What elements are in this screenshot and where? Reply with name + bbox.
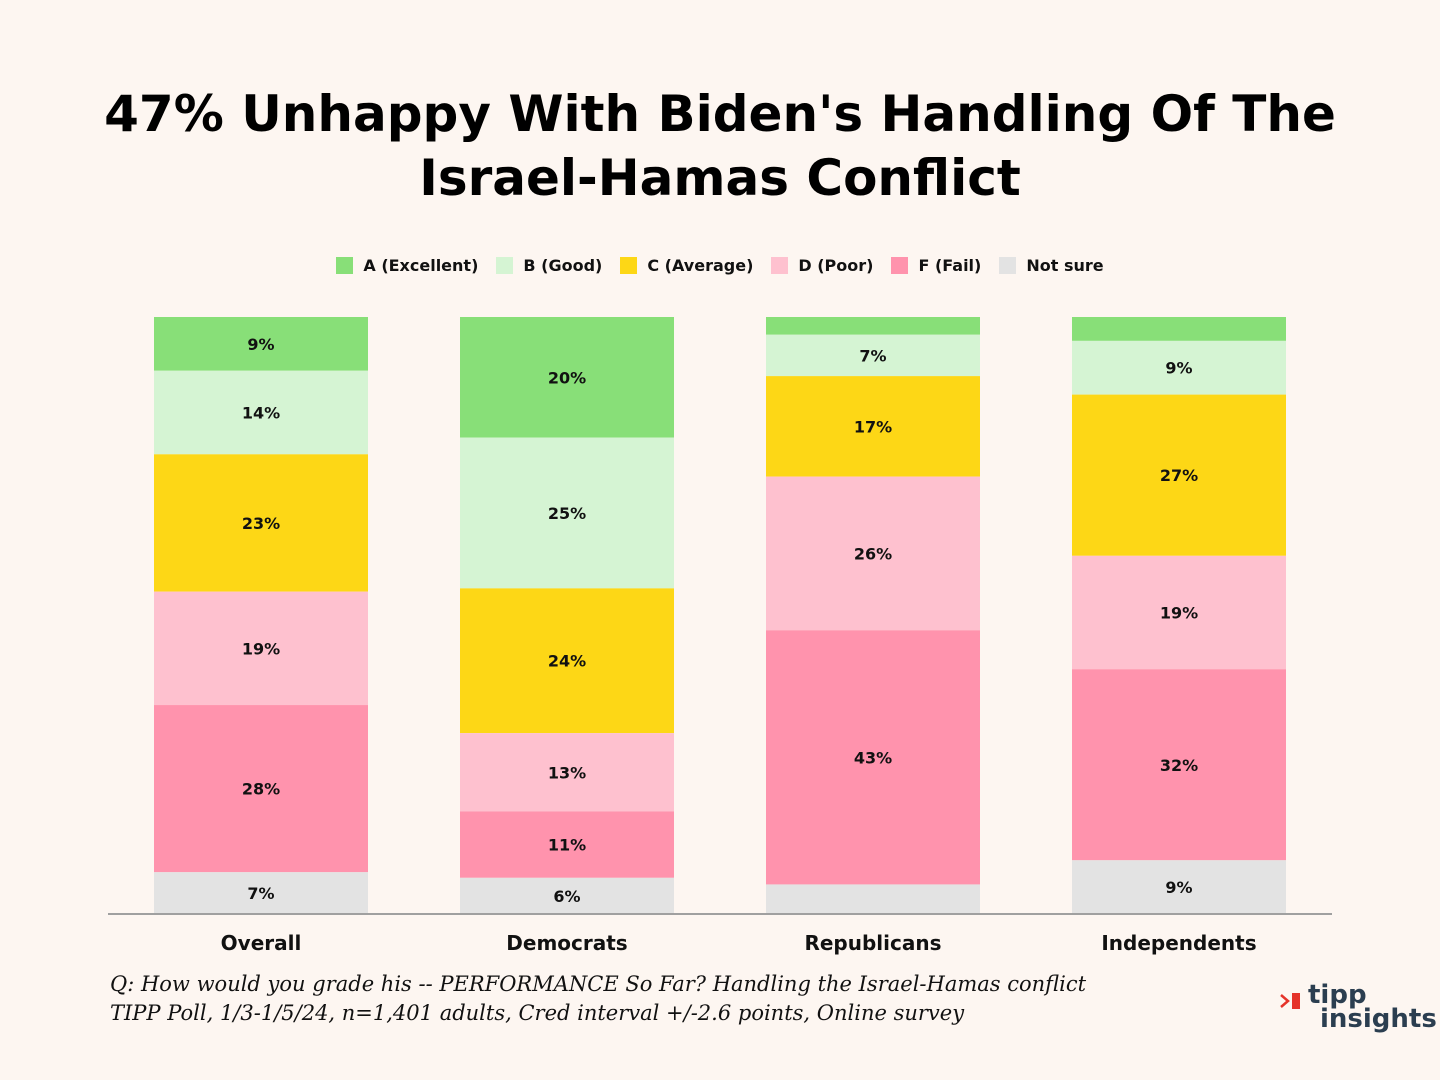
legend-swatch — [336, 257, 354, 274]
bar-segment-democrats-5 — [460, 877, 674, 914]
data-label: 9% — [1165, 878, 1192, 897]
data-label: 43% — [854, 748, 892, 767]
bar-segment-republicans-0 — [766, 317, 980, 335]
bar-segment-independents-1 — [1072, 340, 1286, 395]
bar-segment-overall-3 — [154, 591, 368, 706]
legend-label: A (Excellent) — [363, 256, 479, 275]
category-label-independents: Independents — [1101, 931, 1256, 955]
bar-segment-overall-4 — [154, 705, 368, 873]
legend-item-1: B (Good) — [496, 256, 602, 275]
legend-item-2: C (Average) — [620, 256, 753, 275]
logo-arrow-icon — [1280, 993, 1300, 1009]
data-label: 17% — [854, 417, 892, 436]
data-label: 14% — [242, 404, 280, 423]
bar-segment-republicans-3 — [766, 476, 980, 631]
bar-segment-independents-2 — [1072, 394, 1286, 556]
data-label: 19% — [242, 639, 280, 658]
chart-legend: A (Excellent) B (Good) C (Average) D (Poor)… — [0, 256, 1440, 275]
legend-item-3: D (Poor) — [771, 256, 873, 275]
data-label: 26% — [854, 544, 892, 563]
legend-swatch — [496, 257, 514, 274]
legend-label: Not sure — [1026, 256, 1104, 275]
bar-segment-independents-0 — [1072, 317, 1286, 341]
data-label: 28% — [242, 780, 280, 799]
legend-item-4: F (Fail) — [891, 256, 981, 275]
data-label: 20% — [548, 368, 586, 387]
data-label: 7% — [859, 346, 886, 365]
data-label: 6% — [553, 887, 580, 906]
bar-segment-democrats-0 — [460, 317, 674, 438]
legend-label: D (Poor) — [798, 256, 874, 275]
bar-segment-republicans-4 — [766, 630, 980, 885]
bar-segment-republicans-2 — [766, 376, 980, 477]
footnote: Q: How would you grade his -- PERFORMANC… — [110, 970, 1086, 1028]
bar-segment-independents-5 — [1072, 860, 1286, 914]
legend-label: C (Average) — [647, 256, 754, 275]
data-label: 32% — [1160, 756, 1198, 775]
legend-label: B (Good) — [523, 256, 603, 275]
chart-title-line-2: Israel-Hamas Conflict — [419, 149, 1021, 207]
chart-title-line-1: 47% Unhappy With Biden's Handling Of The — [104, 85, 1336, 143]
bar-segment-overall-1 — [154, 370, 368, 455]
chart-title: 47% Unhappy With Biden's Handling Of The… — [0, 82, 1440, 210]
legend-item-0: A (Excellent) — [336, 256, 478, 275]
category-label-republicans: Republicans — [804, 931, 941, 955]
data-label: 7% — [247, 884, 274, 903]
bar-segment-republicans-1 — [766, 334, 980, 377]
bar-segment-republicans-5 — [766, 884, 980, 914]
data-label: 24% — [548, 652, 586, 671]
bar-segment-independents-3 — [1072, 555, 1286, 670]
legend-label: F (Fail) — [918, 256, 982, 275]
data-label: 23% — [242, 514, 280, 533]
bar-segment-democrats-2 — [460, 588, 674, 734]
bar-segment-overall-5 — [154, 872, 368, 914]
data-label: 27% — [1160, 466, 1198, 485]
data-label: 9% — [1165, 359, 1192, 378]
legend-swatch — [891, 257, 909, 274]
category-label-overall: Overall — [221, 931, 302, 955]
legend-swatch — [999, 257, 1017, 274]
bar-segment-independents-4 — [1072, 669, 1286, 861]
data-label: 13% — [548, 763, 586, 782]
footnote-source: TIPP Poll, 1/3-1/5/24, n=1,401 adults, C… — [110, 1001, 965, 1025]
data-label: 19% — [1160, 604, 1198, 623]
category-label-democrats: Democrats — [506, 931, 627, 955]
legend-swatch — [620, 257, 638, 274]
bar-segment-overall-0 — [154, 317, 368, 371]
data-label: 11% — [548, 836, 586, 855]
bar-segment-overall-2 — [154, 454, 368, 592]
legend-swatch — [771, 257, 789, 274]
logo-text-insights: insights — [1320, 1004, 1437, 1034]
tipp-insights-logo: tipp insights — [1276, 980, 1437, 1044]
bar-segment-democrats-3 — [460, 733, 674, 812]
data-label: 25% — [548, 504, 586, 523]
footnote-question: Q: How would you grade his -- PERFORMANC… — [110, 972, 1087, 996]
data-label: 9% — [247, 335, 274, 354]
legend-item-5: Not sure — [999, 256, 1104, 275]
logo-text-tipp: tipp — [1308, 980, 1367, 1010]
bar-segment-democrats-4 — [460, 811, 674, 878]
bar-segment-democrats-1 — [460, 437, 674, 589]
